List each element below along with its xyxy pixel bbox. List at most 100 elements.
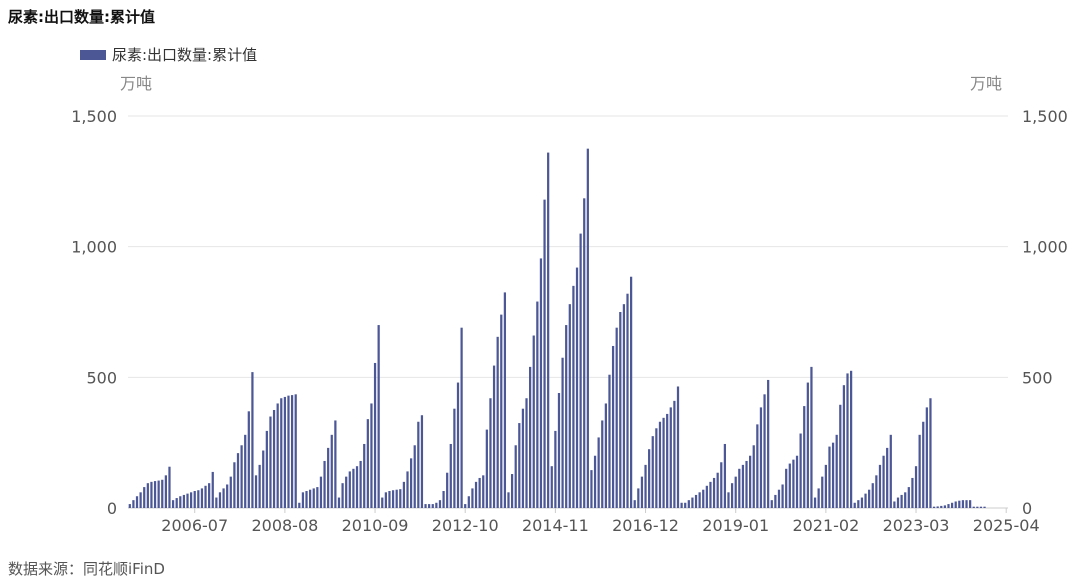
bar[interactable] bbox=[749, 455, 752, 508]
bar[interactable] bbox=[611, 345, 615, 508]
bar[interactable] bbox=[637, 488, 640, 508]
bar[interactable] bbox=[723, 443, 727, 508]
bar[interactable] bbox=[911, 477, 914, 508]
bar[interactable] bbox=[694, 494, 698, 508]
bar[interactable] bbox=[958, 500, 961, 508]
bar[interactable] bbox=[698, 492, 701, 508]
bar[interactable] bbox=[500, 314, 503, 508]
bar[interactable] bbox=[673, 400, 676, 508]
bar[interactable] bbox=[655, 428, 658, 508]
bar[interactable] bbox=[803, 406, 806, 508]
bar[interactable] bbox=[197, 490, 200, 508]
bar[interactable] bbox=[146, 483, 149, 508]
bar[interactable] bbox=[705, 485, 708, 508]
bar[interactable] bbox=[781, 484, 784, 508]
bar[interactable] bbox=[478, 477, 481, 508]
bar[interactable] bbox=[932, 506, 936, 508]
bar[interactable] bbox=[943, 505, 947, 508]
bar[interactable] bbox=[633, 500, 636, 508]
bar[interactable] bbox=[233, 462, 236, 508]
bar[interactable] bbox=[298, 502, 301, 508]
bar[interactable] bbox=[453, 408, 456, 508]
bar[interactable] bbox=[168, 466, 171, 508]
bar[interactable] bbox=[575, 267, 579, 508]
bar[interactable] bbox=[215, 497, 218, 508]
bar[interactable] bbox=[366, 419, 369, 508]
bar[interactable] bbox=[377, 325, 380, 508]
bar[interactable] bbox=[460, 327, 463, 508]
bar[interactable] bbox=[388, 491, 391, 508]
bar[interactable] bbox=[186, 493, 189, 508]
bar[interactable] bbox=[532, 335, 535, 508]
bar[interactable] bbox=[258, 464, 261, 508]
bar[interactable] bbox=[680, 502, 683, 508]
bar[interactable] bbox=[280, 398, 283, 508]
bar[interactable] bbox=[446, 472, 449, 508]
bar[interactable] bbox=[907, 487, 910, 508]
bar[interactable] bbox=[337, 497, 341, 508]
bar[interactable] bbox=[550, 466, 553, 508]
bar[interactable] bbox=[741, 464, 745, 508]
bar[interactable] bbox=[222, 488, 225, 508]
bar[interactable] bbox=[936, 506, 939, 508]
bar[interactable] bbox=[182, 494, 186, 508]
bar[interactable] bbox=[817, 488, 820, 508]
bar[interactable] bbox=[810, 366, 813, 508]
bar[interactable] bbox=[547, 152, 550, 508]
bar[interactable] bbox=[135, 496, 139, 508]
bar[interactable] bbox=[510, 474, 514, 508]
bar[interactable] bbox=[561, 357, 564, 508]
bar[interactable] bbox=[236, 453, 240, 508]
bar[interactable] bbox=[745, 460, 748, 508]
bar[interactable] bbox=[370, 403, 373, 508]
bar[interactable] bbox=[272, 410, 276, 508]
bar[interactable] bbox=[900, 494, 903, 508]
bar[interactable] bbox=[702, 489, 705, 508]
bar[interactable] bbox=[319, 476, 323, 508]
bar[interactable] bbox=[341, 483, 344, 508]
bar[interactable] bbox=[193, 491, 196, 508]
bar[interactable] bbox=[514, 445, 517, 508]
bar[interactable] bbox=[474, 481, 478, 508]
bar[interactable] bbox=[684, 502, 687, 508]
bar[interactable] bbox=[691, 497, 694, 508]
bar[interactable] bbox=[568, 304, 571, 508]
bar[interactable] bbox=[976, 506, 979, 508]
bar[interactable] bbox=[345, 476, 348, 508]
bar[interactable] bbox=[954, 501, 957, 508]
bar[interactable] bbox=[269, 416, 272, 508]
bar[interactable] bbox=[208, 483, 211, 508]
bar[interactable] bbox=[265, 430, 268, 508]
bar[interactable] bbox=[799, 433, 802, 508]
bar[interactable] bbox=[373, 362, 377, 508]
bar[interactable] bbox=[842, 385, 846, 508]
bar[interactable] bbox=[893, 501, 896, 508]
bar[interactable] bbox=[666, 413, 669, 508]
bar[interactable] bbox=[961, 500, 965, 508]
bar[interactable] bbox=[662, 417, 665, 508]
bar[interactable] bbox=[309, 489, 312, 508]
bar[interactable] bbox=[626, 293, 629, 508]
bar[interactable] bbox=[770, 500, 773, 508]
bar[interactable] bbox=[904, 492, 907, 508]
bar[interactable] bbox=[330, 434, 333, 508]
bar[interactable] bbox=[979, 506, 983, 508]
bar[interactable] bbox=[438, 500, 442, 508]
bar[interactable] bbox=[720, 462, 723, 508]
bar[interactable] bbox=[835, 434, 838, 508]
bar[interactable] bbox=[896, 497, 900, 508]
bar[interactable] bbox=[579, 233, 582, 508]
bar[interactable] bbox=[687, 500, 690, 508]
bar[interactable] bbox=[464, 504, 467, 508]
bar[interactable] bbox=[157, 480, 160, 508]
bar[interactable] bbox=[496, 336, 499, 508]
bar[interactable] bbox=[276, 403, 279, 508]
bar[interactable] bbox=[774, 494, 777, 508]
bar[interactable] bbox=[442, 491, 445, 508]
bar[interactable] bbox=[860, 497, 864, 508]
bar[interactable] bbox=[132, 500, 135, 508]
bar[interactable] bbox=[759, 407, 763, 508]
bar[interactable] bbox=[312, 488, 315, 508]
bar[interactable] bbox=[619, 312, 622, 508]
bar[interactable] bbox=[752, 445, 755, 508]
